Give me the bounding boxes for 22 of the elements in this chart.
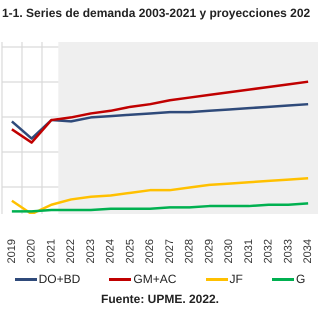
legend-label: DO+BD xyxy=(38,272,80,286)
x-tick-label: 2023 xyxy=(84,239,97,264)
x-tick-label: 2030 xyxy=(223,239,236,264)
x-tick-label: 2022 xyxy=(65,239,78,264)
x-tick-label: 2032 xyxy=(262,239,275,264)
x-tick-label: 2031 xyxy=(242,239,255,264)
x-tick-label: 2019 xyxy=(6,239,18,264)
legend-label: G xyxy=(295,272,306,286)
x-tick-label: 2028 xyxy=(184,239,196,264)
x-tick-label: 2029 xyxy=(203,239,216,264)
source-note: Fuente: UPME. 2022. xyxy=(100,292,220,306)
x-tick-label: 2027 xyxy=(164,239,176,264)
x-tick-label: 2024 xyxy=(104,239,117,264)
legend-label: GM+AC xyxy=(132,272,176,286)
x-tick-label: 2033 xyxy=(282,239,294,264)
x-tick-label: 2025 xyxy=(124,239,136,264)
x-tick-label: 2021 xyxy=(45,239,58,264)
x-tick-label: 2020 xyxy=(26,239,38,264)
chart-title: 1-1. Series de demanda 2003-2021 y proyecciones 202 xyxy=(2,6,310,20)
legend-label: JF xyxy=(228,272,243,286)
x-tick-label: 2026 xyxy=(144,239,156,264)
x-tick-label: 2034 xyxy=(302,239,314,264)
